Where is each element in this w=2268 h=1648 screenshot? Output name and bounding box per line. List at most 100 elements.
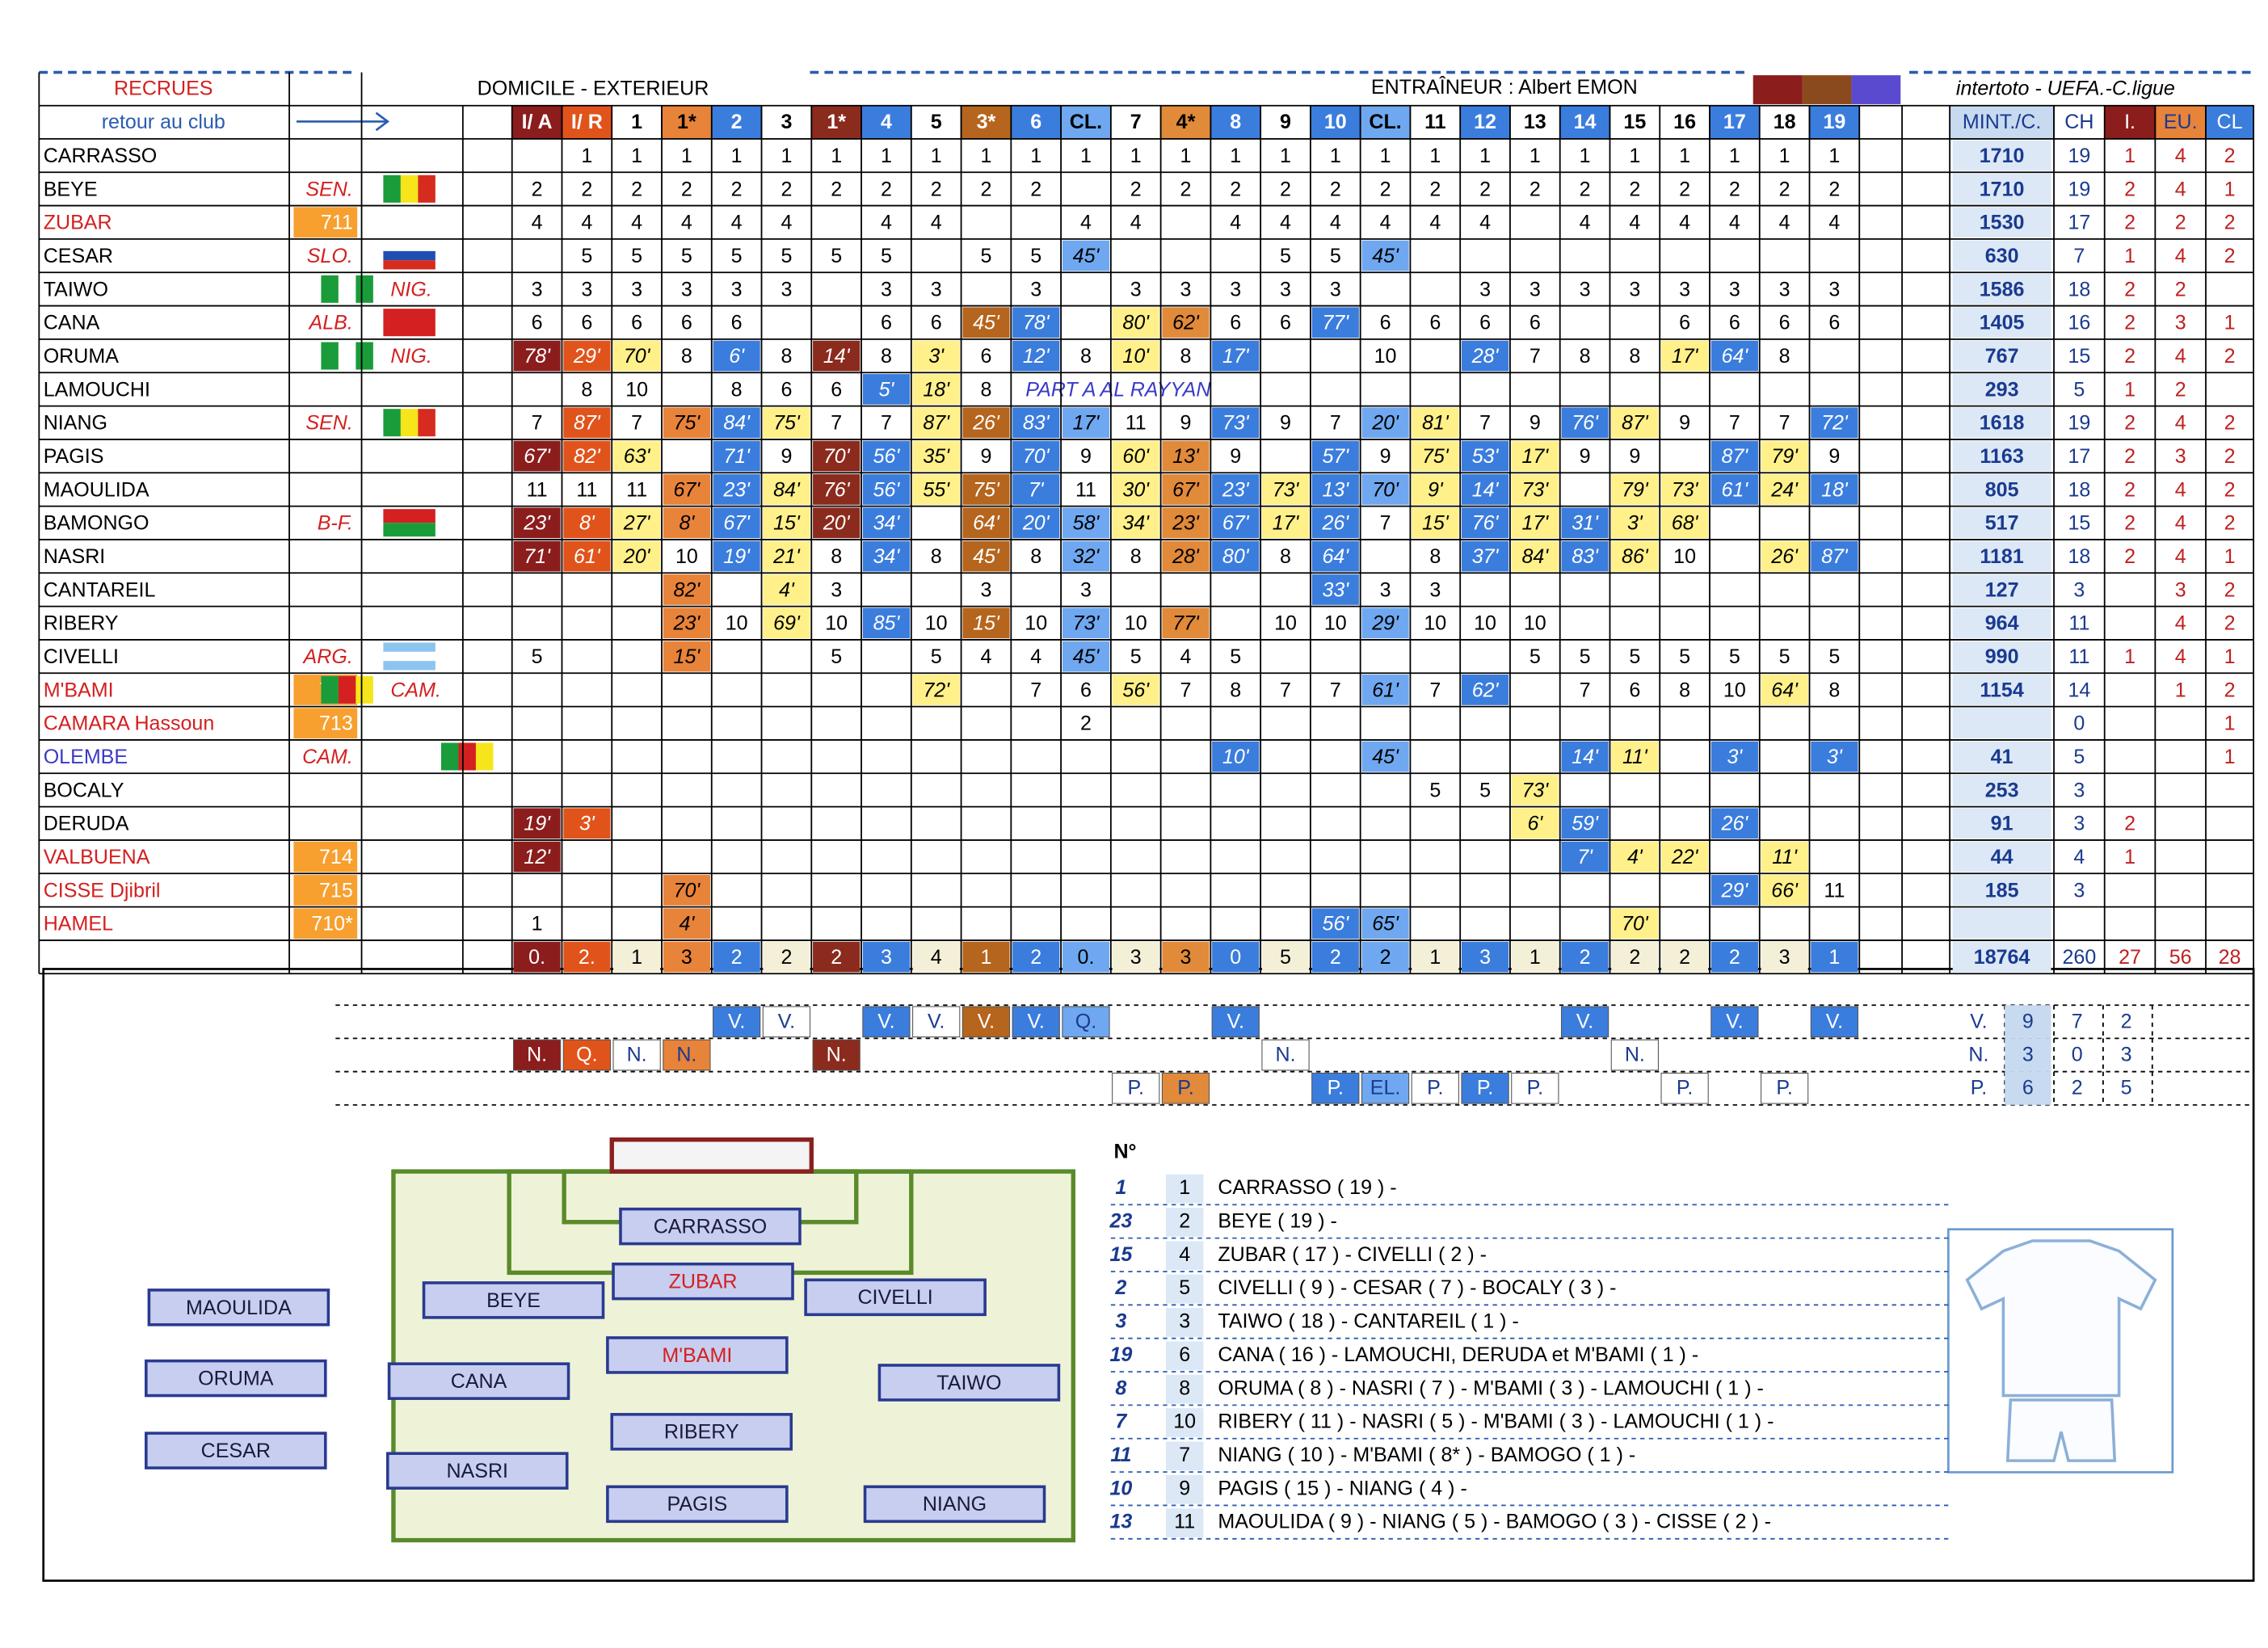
column-header: 4 — [881, 111, 892, 133]
cell-bg — [1012, 307, 1060, 338]
cell-bg — [1212, 407, 1260, 439]
stat-cell: 767 — [1985, 345, 2019, 368]
cell: 57' — [1322, 445, 1349, 468]
cell: 2 — [1729, 178, 1740, 200]
stat-bg — [1952, 374, 2051, 405]
cell: 4 — [1130, 212, 1142, 234]
cell: 26' — [1321, 512, 1349, 535]
cell-bg — [813, 440, 860, 472]
cell: 3 — [1779, 278, 1790, 301]
stat-bg — [1952, 574, 2051, 605]
cell: 2 — [1080, 713, 1092, 735]
column-header: 1* — [677, 111, 696, 133]
cell-bg — [563, 340, 611, 372]
cell-bg — [613, 340, 661, 372]
cell: 8 — [980, 378, 991, 401]
cell: 5 — [1230, 645, 1241, 668]
header-swatch — [1802, 75, 1852, 104]
field-player: NIANG — [923, 1493, 987, 1516]
cell-bg — [1761, 875, 1808, 906]
cell: 3 — [1130, 278, 1142, 301]
cell: 15' — [773, 512, 801, 535]
stat-cell: 2 — [2224, 245, 2236, 267]
cell-bg — [1661, 474, 1709, 505]
code-bg — [293, 708, 358, 739]
cell: 1 — [831, 145, 842, 167]
column-header: 15 — [1623, 111, 1646, 133]
cell-bg — [862, 540, 911, 572]
cell-bg — [1311, 440, 1359, 472]
cell: 56' — [873, 445, 901, 468]
cell-bg — [1112, 941, 1159, 973]
cell-bg — [1761, 841, 1808, 872]
cell-bg — [1611, 941, 1659, 973]
cell: 10 — [726, 612, 748, 635]
cell: 5 — [1429, 779, 1441, 801]
cell: 29' — [1721, 879, 1749, 902]
result: N. — [1625, 1044, 1645, 1066]
cell-bg — [1611, 540, 1659, 572]
player-name: MAOULIDA — [44, 478, 149, 501]
column-header: CL. — [1369, 111, 1401, 133]
cell-bg — [1311, 574, 1359, 605]
flag-stripe — [383, 309, 436, 337]
cell: 7 — [831, 412, 842, 435]
cell: 2 — [1530, 178, 1541, 200]
number-holders: CARRASSO ( 19 ) - — [1218, 1176, 1396, 1199]
column-header-cell — [511, 105, 563, 140]
cell: 3 — [1230, 278, 1241, 301]
cell: 80' — [1222, 545, 1250, 568]
field-player-box — [610, 1413, 793, 1451]
cell: 4 — [1030, 645, 1041, 668]
cell-bg — [1361, 941, 1409, 973]
flag-stripe — [383, 523, 436, 537]
cell: 1 — [1180, 145, 1192, 167]
cell: 7 — [1429, 679, 1441, 701]
result: P. — [1328, 1077, 1344, 1099]
cell: 2 — [731, 178, 743, 200]
stat-cell: 2 — [2224, 612, 2236, 635]
cell: 8 — [681, 345, 692, 368]
cell: 4 — [1429, 212, 1441, 234]
stat-bg — [1952, 675, 2051, 705]
stat-cell: 19 — [2068, 178, 2090, 200]
cell: 3 — [1779, 946, 1790, 969]
cell-bg — [912, 374, 960, 405]
cell-bg — [1761, 540, 1808, 572]
cell: 1 — [1429, 946, 1441, 969]
cell: 28' — [1172, 545, 1200, 568]
stat-bg — [1952, 140, 2051, 171]
cell-bg — [763, 474, 810, 505]
cell: 34' — [1122, 512, 1150, 535]
cell: 5 — [1580, 645, 1591, 668]
cell-bg — [1112, 307, 1159, 338]
field-player-box — [877, 1364, 1061, 1402]
column-header-cell — [1409, 105, 1461, 140]
cell: 9 — [1629, 445, 1640, 468]
cell-bg — [1412, 407, 1459, 439]
cell-bg — [1611, 741, 1659, 772]
cell: 8 — [731, 378, 743, 401]
cell: 11 — [1126, 412, 1147, 435]
cell: 6 — [1629, 679, 1640, 701]
cell: 4 — [980, 645, 991, 668]
cell: 71' — [723, 445, 751, 468]
column-header-cell — [1060, 105, 1112, 140]
cell-bg — [1311, 474, 1359, 505]
cell: 9 — [1828, 445, 1840, 468]
flag-stripe — [383, 509, 436, 523]
cell-bg — [563, 507, 611, 539]
cell: 8 — [781, 345, 792, 368]
cell: 29' — [1371, 612, 1399, 635]
stat-cell: 19 — [2068, 145, 2090, 167]
cell: 4 — [931, 946, 942, 969]
cell: 8 — [1180, 345, 1192, 368]
cell: 7 — [1180, 679, 1192, 701]
stat-cell: 2 — [2224, 145, 2236, 167]
stat-cell: 3 — [2073, 779, 2085, 801]
cell: 27' — [623, 512, 651, 535]
cell: 35' — [923, 445, 950, 468]
stat-header: EU. — [2164, 111, 2198, 133]
player-nation: NIG. — [390, 278, 432, 301]
result: EL. — [1370, 1077, 1401, 1099]
